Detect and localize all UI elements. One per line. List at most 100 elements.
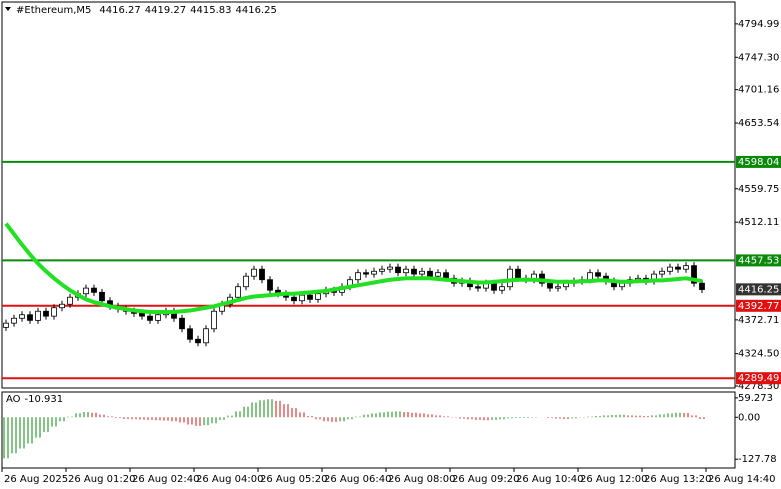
candle-body	[27, 314, 33, 321]
candle-body	[259, 268, 265, 281]
price-label: 4457.53	[738, 255, 779, 266]
candle-body	[395, 266, 401, 274]
candle-body	[675, 266, 681, 270]
indicator-tick-label: 0.00	[738, 412, 760, 423]
y-tick-label: 4372.71	[738, 315, 779, 326]
candle-body	[587, 272, 593, 281]
main-frame	[1, 1, 736, 389]
candle-body	[515, 268, 521, 279]
header-value: 4416.25	[235, 5, 276, 16]
candle-body	[155, 314, 161, 321]
x-tick-label: 26 Aug 04:00	[196, 474, 263, 485]
candle-body	[195, 338, 201, 344]
price-label: 4598.04	[738, 157, 779, 168]
x-tick-label: 26 Aug 06:40	[324, 474, 391, 485]
y-tick-label: 4747.30	[738, 52, 779, 63]
candle-body	[83, 287, 89, 295]
x-tick-label: 26 Aug 14:40	[708, 474, 775, 485]
current-price-bg	[736, 283, 781, 296]
candle-body	[59, 303, 65, 309]
x-tick-label: 26 Aug 12:00	[580, 474, 647, 485]
price-label-bg	[736, 254, 781, 267]
candle-body	[3, 322, 9, 328]
candle-body	[667, 266, 673, 272]
candle-body	[475, 286, 481, 289]
candle-body	[427, 270, 433, 277]
price-label-bg	[736, 299, 781, 312]
candle-body	[691, 265, 697, 284]
candle-body	[699, 282, 705, 290]
candle-body	[51, 307, 57, 317]
candle-body	[179, 317, 185, 330]
y-tick-label: 4653.54	[738, 118, 779, 129]
candle-body	[363, 272, 369, 275]
candle-body	[91, 287, 97, 293]
candle-body	[555, 286, 561, 289]
y-tick-label: 4701.16	[738, 85, 779, 96]
current-price-label: 4416.25	[738, 284, 779, 295]
y-tick-label: 4278.30	[738, 381, 779, 392]
header-value: 4415.83	[190, 5, 231, 16]
candle-body	[291, 296, 297, 302]
header-symbol: #Ethereum,M5	[16, 5, 91, 16]
x-tick-label: 26 Aug 13:20	[644, 474, 711, 485]
candle-body	[67, 296, 73, 305]
indicator-name: AO	[6, 394, 21, 405]
x-tick-label: 26 Aug 10:40	[516, 474, 583, 485]
indicator-frame	[1, 391, 736, 469]
candle-body	[315, 293, 321, 300]
y-tick-label: 4794.99	[738, 19, 779, 30]
y-tick-label: 4512.11	[738, 217, 779, 228]
candle-body	[307, 294, 313, 300]
x-tick-label: 26 Aug 01:20	[68, 474, 135, 485]
candle-body	[99, 291, 105, 302]
candle-body	[491, 282, 497, 291]
candle-body	[683, 265, 689, 270]
price-label: 4289.49	[738, 373, 779, 384]
candle-body	[371, 270, 377, 275]
candle-body	[379, 268, 385, 272]
candle-body	[147, 315, 153, 321]
candle-body	[355, 272, 361, 281]
candle-body	[499, 286, 505, 291]
indicator-tick-label: 59.273	[738, 393, 773, 404]
candle-body	[203, 328, 209, 344]
candle-body	[11, 317, 17, 324]
menu-arrow[interactable]	[5, 7, 11, 11]
candle-body	[19, 314, 25, 319]
x-tick-label: 26 Aug 02:40	[132, 474, 199, 485]
y-tick-label: 4324.50	[738, 349, 779, 360]
price-label-bg	[736, 372, 781, 385]
indicator-value: -10.931	[25, 394, 64, 405]
candle-body	[139, 312, 145, 317]
candle-body	[403, 268, 409, 274]
candle-body	[267, 279, 273, 291]
candle-body	[507, 268, 513, 288]
candle-body	[595, 272, 601, 277]
x-tick-label: 26 Aug 2025	[4, 474, 68, 485]
moving-average	[4, 222, 703, 314]
candle-body	[659, 270, 665, 275]
candle-body	[387, 266, 393, 270]
x-tick-label: 26 Aug 05:20	[260, 474, 327, 485]
price-label: 4392.77	[738, 301, 779, 312]
price-label-bg	[736, 155, 781, 168]
candle-body	[411, 268, 417, 275]
header-value: 4416.27	[99, 5, 140, 16]
candle-body	[299, 294, 305, 302]
candle-body	[443, 272, 449, 279]
y-tick-label: 4559.75	[738, 184, 779, 195]
candle-body	[211, 310, 217, 330]
header-value: 4419.27	[145, 5, 186, 16]
candle-body	[35, 310, 41, 321]
candle-body	[251, 268, 257, 277]
candle-body	[547, 282, 553, 289]
x-tick-label: 26 Aug 08:00	[388, 474, 455, 485]
x-tick-label: 26 Aug 09:20	[452, 474, 519, 485]
candle-body	[243, 275, 249, 288]
candle-body	[43, 310, 49, 317]
candle-body	[435, 272, 441, 277]
candle-body	[419, 270, 425, 275]
